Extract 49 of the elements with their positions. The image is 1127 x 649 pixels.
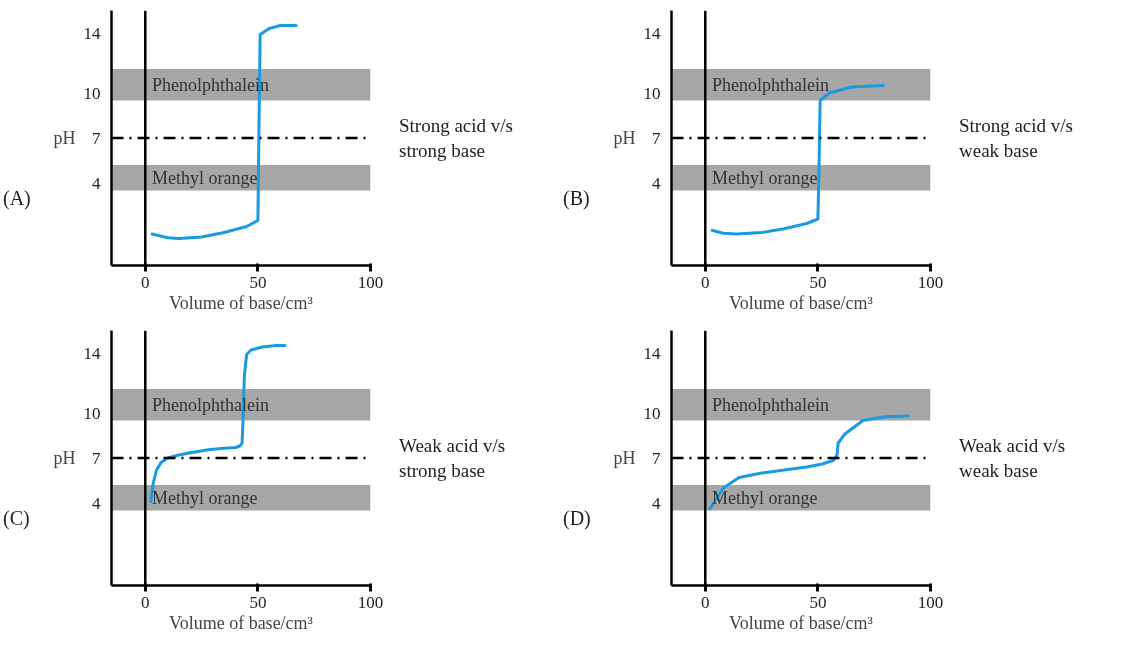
band-label: Phenolphthalein xyxy=(712,74,830,95)
y-axis-title: pH xyxy=(53,448,76,468)
y-tick-label: 14 xyxy=(643,23,661,43)
y-tick-label: 4 xyxy=(92,173,101,193)
y-axis-title: pH xyxy=(53,128,76,148)
y-tick-label: 14 xyxy=(83,343,101,363)
x-tick-label: 100 xyxy=(357,592,384,612)
y-tick-label: 4 xyxy=(652,173,661,193)
text: Strong acid v/s weak base xyxy=(959,114,1073,162)
x-tick-label: 50 xyxy=(809,592,827,612)
text: Weak acid v/s weak base xyxy=(959,434,1066,482)
x-tick-label: 0 xyxy=(701,592,710,612)
band-label: Methyl orange xyxy=(712,167,818,188)
x-tick-label: 0 xyxy=(141,592,150,612)
y-tick-label: 14 xyxy=(83,23,101,43)
x-axis-title: Volume of base/cm³ xyxy=(728,612,874,633)
x-tick-label: 100 xyxy=(917,272,944,292)
x-tick-label: 100 xyxy=(357,272,384,292)
text: Weak acid v/s strong base xyxy=(399,434,506,482)
y-tick-label: 14 xyxy=(643,343,661,363)
x-tick-label: 50 xyxy=(249,272,267,292)
band-label: Phenolphthalein xyxy=(712,394,830,415)
y-tick-label: 7 xyxy=(652,448,661,468)
band-label: Methyl orange xyxy=(152,487,258,508)
text: (B) xyxy=(563,187,590,210)
x-axis-title: Volume of base/cm³ xyxy=(168,612,314,633)
y-tick-label: 10 xyxy=(83,83,101,103)
x-tick-label: 100 xyxy=(917,592,944,612)
text: (C) xyxy=(3,507,30,530)
x-axis-title: Volume of base/cm³ xyxy=(168,292,314,313)
y-axis-title: pH xyxy=(613,448,636,468)
text: Strong acid v/s strong base xyxy=(399,114,513,162)
x-tick-label: 50 xyxy=(809,272,827,292)
x-tick-label: 50 xyxy=(249,592,267,612)
y-tick-label: 7 xyxy=(92,448,101,468)
y-tick-label: 4 xyxy=(652,493,661,513)
band-label: Methyl orange xyxy=(152,167,258,188)
y-tick-label: 10 xyxy=(643,83,661,103)
y-tick-label: 7 xyxy=(652,128,661,148)
x-tick-label: 0 xyxy=(701,272,710,292)
y-tick-label: 4 xyxy=(92,493,101,513)
x-axis-title: Volume of base/cm³ xyxy=(728,292,874,313)
y-axis-title: pH xyxy=(613,128,636,148)
text: (A) xyxy=(3,187,31,210)
x-tick-label: 0 xyxy=(141,272,150,292)
y-tick-label: 7 xyxy=(92,128,101,148)
text: (D) xyxy=(563,507,591,530)
y-tick-label: 10 xyxy=(83,403,101,423)
y-tick-label: 10 xyxy=(643,403,661,423)
